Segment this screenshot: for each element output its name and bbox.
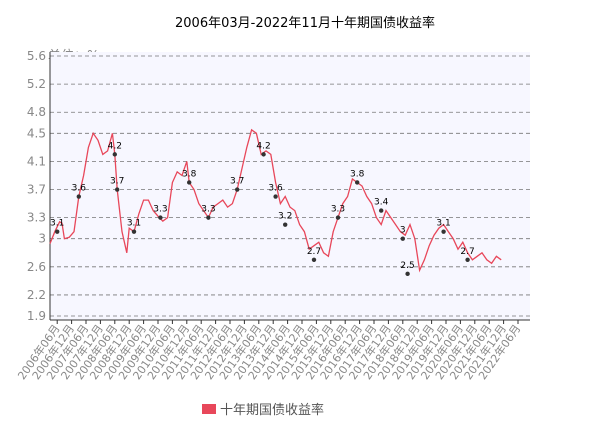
data-point xyxy=(235,187,240,192)
data-point xyxy=(283,222,288,227)
data-label: 3.6 xyxy=(268,184,283,194)
data-point xyxy=(55,229,60,234)
chart-title: 2006年03月-2022年11月十年期国债收益率 xyxy=(175,15,435,31)
y-tick-label: 3.3 xyxy=(27,211,46,225)
legend: 十年期国债收益率 xyxy=(202,402,324,418)
data-labels: 3.1 3.6 4.2 3.7 3.1 3.3 3.8 3.3 3.7 4.2 3.6 3.2 2.7 3… xyxy=(50,141,475,277)
data-label: 3.7 xyxy=(110,177,124,187)
legend-label: 十年期国债收益率 xyxy=(220,402,324,418)
y-tick-label: 5.6 xyxy=(27,49,46,63)
data-label: 3.7 xyxy=(230,177,244,187)
grid-lines xyxy=(50,55,530,317)
series-line xyxy=(49,128,502,273)
data-label: 4.2 xyxy=(108,141,122,151)
y-tick-label: 4.8 xyxy=(27,105,46,119)
data-point xyxy=(187,180,192,185)
data-label: 3.1 xyxy=(50,219,64,229)
data-label: 3.1 xyxy=(127,219,141,229)
data-label: 3.3 xyxy=(201,205,215,215)
data-point xyxy=(76,194,82,199)
y-tick-label: 3.7 xyxy=(27,183,46,197)
data-point xyxy=(112,152,118,157)
data-label: 3 xyxy=(400,226,406,236)
data-point xyxy=(355,180,360,185)
data-point xyxy=(131,229,137,234)
data-label: 2.7 xyxy=(307,247,321,257)
y-tick-label: 2.6 xyxy=(27,260,46,274)
data-point xyxy=(158,215,163,220)
data-label: 2.5 xyxy=(400,261,414,271)
data-point xyxy=(206,215,211,220)
data-point xyxy=(115,187,120,192)
data-label: 3.8 xyxy=(182,169,197,179)
y-tick-label: 4.5 xyxy=(27,126,46,140)
y-tick-label: 3 xyxy=(38,232,46,246)
y-tick-label: 5.2 xyxy=(27,77,46,91)
data-point xyxy=(441,229,446,234)
data-point xyxy=(311,257,317,262)
data-label: 3.4 xyxy=(374,198,389,208)
data-point xyxy=(400,236,405,241)
data-point xyxy=(465,257,470,262)
y-tick-label: 4.1 xyxy=(27,154,46,168)
data-label: 3.3 xyxy=(153,205,167,215)
plot-area xyxy=(50,52,530,320)
data-point xyxy=(335,215,341,220)
data-label: 2.7 xyxy=(460,247,474,257)
data-label: 3.3 xyxy=(331,205,345,215)
data-label: 3.8 xyxy=(350,169,365,179)
data-point xyxy=(261,152,266,157)
data-point xyxy=(273,194,278,199)
series-layer xyxy=(49,128,502,273)
y-tick-label: 1.9 xyxy=(27,309,46,323)
data-point xyxy=(379,208,384,213)
x-axis: 2006年06月2006年12月2007年06月2007年12月2008年06月… xyxy=(14,319,530,382)
data-label: 4.2 xyxy=(256,141,270,151)
data-label: 3.6 xyxy=(72,184,87,194)
y-axis: 5.6 5.2 4.8 4.5 4.1 3.7 3.3 3 2.6 2.2 1.9 xyxy=(27,49,51,323)
data-label: 3.1 xyxy=(436,219,450,229)
data-label: 3.2 xyxy=(278,212,292,222)
data-point xyxy=(405,271,410,277)
y-tick-label: 2.2 xyxy=(27,288,46,302)
legend-swatch xyxy=(202,404,216,414)
